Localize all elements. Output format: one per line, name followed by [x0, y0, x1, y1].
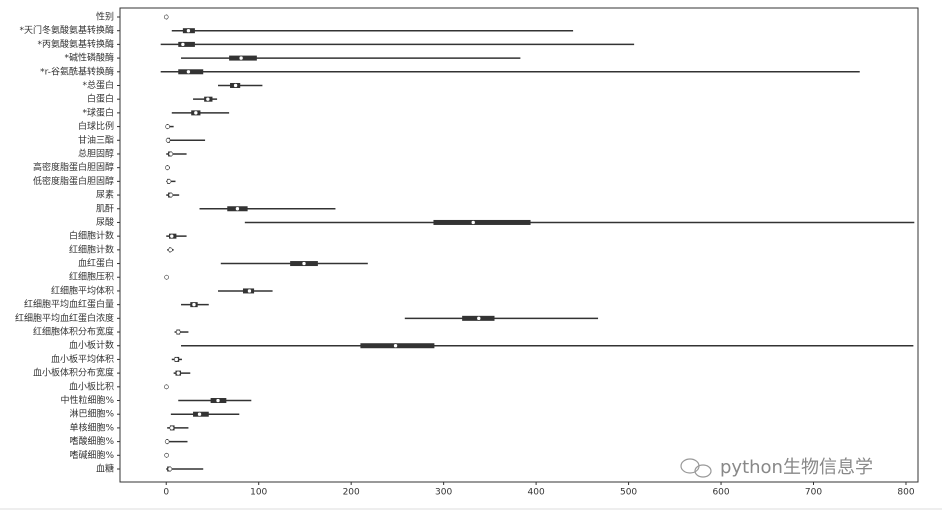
- median: [169, 233, 175, 239]
- x-tick-label: 400: [528, 488, 545, 498]
- median: [168, 192, 174, 198]
- y-tick-label: *天门冬氨酸氨基转换酶: [19, 24, 114, 36]
- y-tick-label: 高密度脂蛋白胆固醇: [33, 161, 114, 173]
- plot-frame: [119, 7, 919, 483]
- y-tick-label: 红细胞平均血红蛋白浓度: [15, 312, 114, 324]
- median: [186, 69, 191, 75]
- median: [191, 302, 197, 307]
- x-tick-label: 0: [163, 488, 169, 498]
- y-tick-label: 红细胞计数: [69, 243, 114, 255]
- y-tick-label: 淋巴细胞%: [69, 408, 114, 420]
- y-tick-label: *r-谷氨酰基转换酶: [40, 65, 114, 77]
- y-tick-label: 甘油三酯: [78, 134, 114, 146]
- y-tick-label: 单核细胞%: [69, 421, 114, 433]
- y-tick-label: 红细胞平均体积: [51, 284, 114, 296]
- box: [178, 69, 204, 75]
- y-tick-label: *总蛋白: [82, 79, 114, 91]
- median: [476, 316, 482, 321]
- y-tick-label: 嗜酸细胞%: [69, 435, 114, 447]
- watermark-icon: [680, 458, 712, 478]
- x-tick-label: 100: [250, 488, 267, 498]
- box: [178, 41, 195, 47]
- y-tick-label: *球蛋白: [82, 106, 114, 118]
- y-tick-label: 肌酐: [96, 203, 114, 214]
- median: [164, 384, 169, 390]
- median: [247, 288, 252, 294]
- median: [193, 110, 199, 116]
- median: [233, 83, 238, 88]
- median: [167, 466, 173, 472]
- median: [235, 206, 240, 212]
- median: [175, 370, 181, 376]
- x-tick-label: 600: [712, 488, 729, 498]
- x-tick-label: 300: [435, 488, 452, 498]
- x-tick-label: 800: [897, 488, 914, 498]
- median: [164, 274, 169, 280]
- x-tick-label: 700: [805, 488, 822, 498]
- y-tick-label: 尿酸: [96, 217, 114, 228]
- median: [168, 247, 173, 253]
- y-tick-label: 嗜碱细胞%: [69, 449, 114, 461]
- median: [393, 343, 398, 349]
- median: [169, 425, 175, 431]
- median: [163, 14, 169, 20]
- median: [165, 124, 170, 129]
- median: [180, 42, 186, 47]
- y-tick-label: 白球比例: [78, 120, 114, 132]
- median: [197, 411, 202, 417]
- median: [470, 220, 476, 225]
- y-tick-label: 血小板平均体积: [51, 353, 114, 365]
- x-tick-label: 200: [343, 488, 360, 498]
- median: [174, 357, 179, 362]
- median: [215, 398, 221, 403]
- median: [165, 137, 171, 143]
- y-tick-label: 血小板计数: [69, 339, 114, 351]
- y-tick-label: 血红蛋白: [78, 257, 114, 269]
- watermark: python生物信息学: [720, 457, 873, 478]
- y-tick-label: 血小板比积: [69, 380, 114, 392]
- median: [168, 151, 174, 157]
- median: [166, 179, 172, 184]
- y-tick-label: 白细胞计数: [69, 230, 114, 242]
- x-tick-label: 500: [620, 488, 637, 498]
- y-tick-label: 红细胞压积: [69, 271, 114, 283]
- median: [238, 55, 244, 61]
- y-tick-label: 红细胞平均血红蛋白量: [24, 298, 114, 310]
- y-tick-label: 性别: [96, 11, 114, 23]
- y-tick-label: 白蛋白: [87, 93, 114, 105]
- median: [205, 96, 211, 102]
- median: [175, 329, 181, 335]
- median: [301, 261, 307, 266]
- y-tick-label: 红细胞体积分布宽度: [33, 326, 114, 338]
- y-tick-label: 中性粒细胞%: [60, 394, 114, 406]
- y-tick-label: 低密度脂蛋白胆固醇: [33, 175, 114, 187]
- y-tick-label: *碱性磷酸酶: [64, 52, 114, 64]
- median: [186, 28, 191, 33]
- box: [433, 219, 531, 225]
- median: [164, 453, 169, 458]
- y-tick-label: 尿素: [96, 189, 114, 201]
- median: [165, 165, 170, 170]
- y-tick-label: 总胆固醇: [78, 147, 114, 159]
- y-tick-label: *丙氨酸氨基转换酶: [37, 38, 114, 50]
- y-tick-label: 血糖: [96, 463, 114, 475]
- median: [164, 439, 170, 444]
- y-tick-label: 血小板体积分布宽度: [33, 367, 114, 379]
